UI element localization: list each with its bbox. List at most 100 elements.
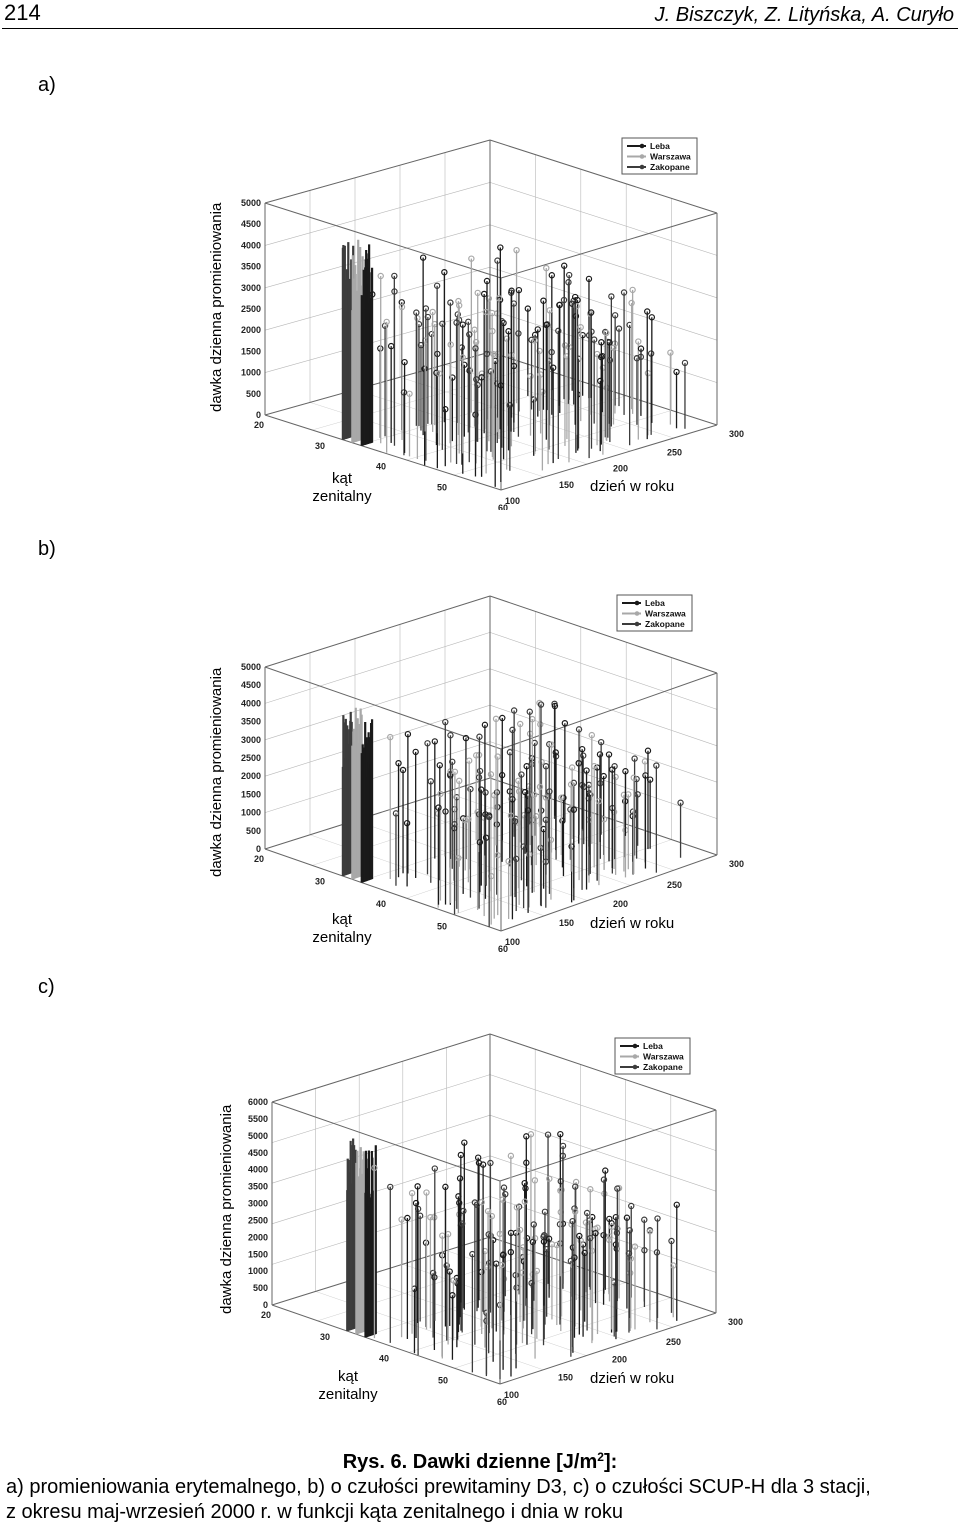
data-marker (508, 287, 515, 294)
z-tick-label: 0 (256, 844, 261, 854)
data-marker (567, 781, 575, 788)
data-marker (620, 791, 628, 799)
data-marker (555, 327, 562, 335)
data-marker (667, 349, 674, 356)
data-marker (681, 359, 689, 367)
data-marker (459, 354, 466, 361)
data-marker (521, 788, 529, 796)
data-marker (528, 761, 535, 768)
data-marker (518, 771, 525, 778)
grid-line (264, 668, 491, 741)
data-marker (572, 312, 580, 320)
data-marker (559, 817, 566, 825)
day-tick-label: 250 (666, 1337, 681, 1347)
legend-marker (634, 611, 640, 616)
axis-edge (499, 1109, 717, 1182)
z-tick-label: 4500 (241, 219, 261, 229)
data-marker (540, 1238, 548, 1245)
data-marker (614, 1185, 621, 1192)
data-marker (414, 1183, 421, 1190)
data-marker (571, 1205, 578, 1212)
data-marker (451, 821, 458, 828)
data-marker (595, 797, 603, 805)
data-marker (629, 808, 637, 815)
z-tick-label: 4000 (241, 240, 261, 250)
data-marker (641, 1216, 648, 1223)
data-marker (506, 402, 514, 409)
data-marker (515, 330, 522, 337)
panel-c-angle-axis-label: kąt zenitalny (308, 1368, 388, 1404)
data-marker (482, 308, 490, 316)
data-marker (530, 1221, 537, 1228)
grid-line (489, 266, 718, 341)
z-tick-label: 4500 (248, 1148, 268, 1158)
z-tick-label: 500 (246, 826, 261, 836)
z-tick-label: 2500 (241, 753, 261, 763)
data-marker (461, 361, 468, 368)
data-marker (654, 1215, 661, 1222)
angle-tick-label: 50 (438, 1375, 448, 1385)
panel-a-angle-label-line1: kąt (331, 470, 352, 487)
data-marker (615, 325, 623, 332)
angle-tick-label: 30 (315, 441, 325, 451)
data-marker (507, 1248, 515, 1256)
data-marker (495, 295, 503, 302)
z-tick-label: 1000 (241, 808, 261, 818)
data-marker (606, 1233, 613, 1240)
page-number: 214 (4, 0, 41, 25)
data-marker (559, 1142, 567, 1150)
data-marker (571, 1208, 579, 1215)
data-marker (473, 376, 480, 383)
data-marker (381, 322, 389, 329)
data-marker (499, 1196, 506, 1203)
data-marker (567, 806, 574, 813)
angle-tick-label: 40 (379, 1354, 389, 1364)
data-marker (647, 350, 655, 357)
data-marker (668, 1237, 675, 1245)
legend-marker (634, 621, 640, 627)
floor-grid-line (453, 839, 672, 915)
data-marker (548, 741, 555, 748)
axis-edge (489, 595, 718, 674)
data-marker (540, 297, 547, 304)
data-marker (521, 1198, 529, 1205)
data-marker (561, 342, 569, 349)
grid-line (489, 1114, 717, 1192)
angle-tick-label: 60 (497, 1397, 507, 1407)
z-tick-label: 4000 (248, 1165, 268, 1175)
header-rule (2, 28, 958, 29)
caption-line-1: a) promieniowania erytemalnego, b) o czu… (6, 1476, 871, 1498)
panel-a-angle-label-line2: zenitalny (312, 488, 372, 505)
grid-line (489, 632, 718, 710)
data-marker (588, 731, 596, 739)
data-marker (433, 282, 441, 289)
data-marker (552, 749, 559, 756)
data-marker (455, 854, 462, 862)
data-marker (653, 762, 660, 769)
data-marker (631, 755, 638, 762)
data-marker (577, 324, 584, 331)
legend-entry-zakopane: Zakopane (650, 162, 690, 172)
z-tick-label: 1500 (241, 789, 261, 799)
data-marker (496, 1230, 504, 1238)
data-marker (524, 305, 532, 312)
data-marker (507, 1152, 515, 1160)
data-marker (575, 726, 583, 733)
z-tick-label: 5000 (241, 198, 261, 208)
data-marker (371, 1164, 378, 1172)
data-marker (570, 806, 578, 813)
angle-tick-label: 50 (437, 482, 447, 492)
axis-edge (271, 1101, 501, 1182)
data-marker (529, 1238, 537, 1246)
data-marker (637, 353, 645, 361)
data-marker (523, 1159, 530, 1166)
legend-marker (632, 1054, 638, 1059)
data-marker (424, 313, 432, 321)
data-marker (466, 331, 473, 338)
data-marker (648, 314, 656, 321)
data-marker (427, 778, 434, 785)
z-tick-label: 5000 (248, 1131, 268, 1141)
z-tick-label: 5000 (241, 662, 261, 672)
day-tick-label: 100 (505, 937, 520, 947)
grid-line (489, 1196, 717, 1273)
